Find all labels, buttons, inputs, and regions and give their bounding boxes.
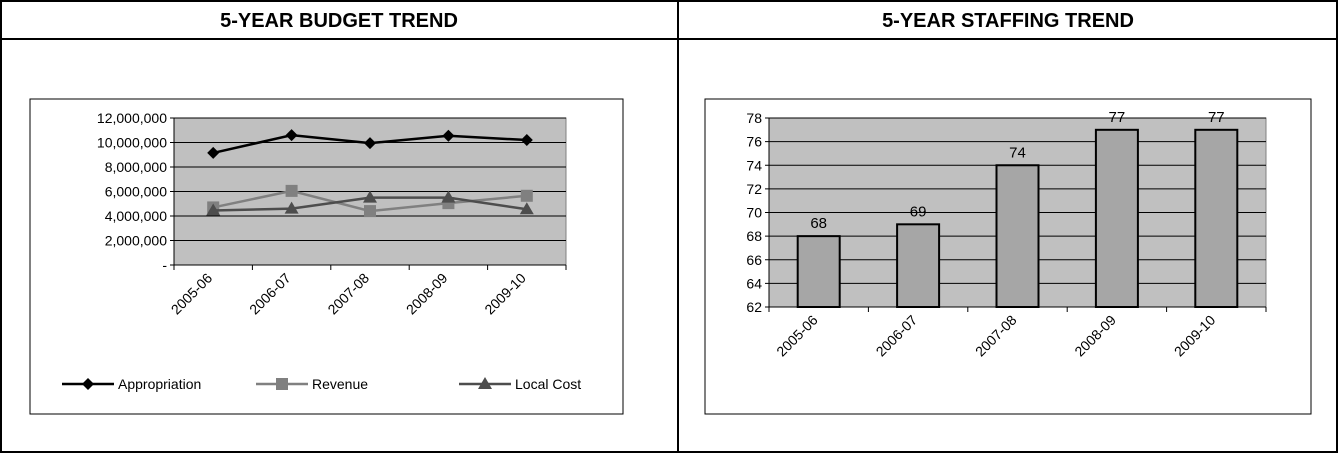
budget-data-point: [284, 201, 299, 214]
budget-y-tick-label: 10,000,000: [97, 135, 167, 151]
budget-y-tick-label: -: [162, 257, 167, 273]
staffing-value-label: 77: [1208, 109, 1225, 126]
left-panel-title: 5-YEAR BUDGET TREND: [220, 10, 458, 32]
staffing-bar: [995, 164, 1040, 308]
budget-y-tick-label: 8,000,000: [105, 159, 167, 175]
staffing-value-label: 77: [1109, 109, 1126, 126]
budget-data-point: [364, 205, 376, 218]
budget-data-point: [519, 202, 534, 215]
budget-data-point: [207, 146, 220, 159]
legend-label: Appropriation: [118, 376, 201, 392]
staffing-bar: [1094, 128, 1139, 308]
legend-marker: [82, 378, 94, 390]
staffing-y-tick-label: 66: [746, 252, 762, 268]
budget-data-point: [442, 129, 455, 142]
budget-data-point: [520, 189, 533, 202]
right-panel-title: 5-YEAR STAFFING TREND: [882, 10, 1134, 32]
staffing-y-tick-label: 74: [746, 157, 762, 173]
staffing-bar: [796, 235, 841, 308]
staffing-y-tick-label: 64: [746, 275, 762, 291]
staffing-y-tick-label: 78: [746, 110, 762, 126]
staffing-y-tick-label: 68: [746, 228, 762, 244]
budget-data-point: [441, 190, 456, 203]
budget-y-tick-label: 4,000,000: [105, 208, 167, 224]
staffing-value-label: 74: [1009, 144, 1026, 161]
budget-data-point: [285, 129, 298, 142]
legend-label: Local Cost: [515, 376, 581, 392]
budget-y-tick-label: 12,000,000: [97, 110, 167, 126]
budget-data-point: [364, 137, 376, 150]
legend-marker: [276, 378, 288, 390]
staffing-y-tick-label: 72: [746, 181, 762, 197]
staffing-y-tick-label: 62: [746, 299, 762, 315]
budget-data-point: [520, 134, 533, 147]
legend-label: Revenue: [312, 376, 368, 392]
staffing-bar: [896, 223, 941, 308]
budget-data-point: [206, 203, 221, 216]
staffing-y-tick-label: 76: [746, 134, 762, 150]
legend-marker: [478, 377, 492, 389]
staffing-y-tick-label: 70: [746, 205, 762, 221]
staffing-value-label: 69: [910, 203, 927, 220]
budget-data-point: [363, 190, 377, 203]
staffing-bar: [1194, 128, 1239, 308]
budget-y-tick-label: 2,000,000: [105, 233, 167, 249]
budget-y-tick-label: 6,000,000: [105, 184, 167, 200]
budget-data-point: [285, 184, 298, 197]
staffing-value-label: 68: [810, 215, 827, 232]
